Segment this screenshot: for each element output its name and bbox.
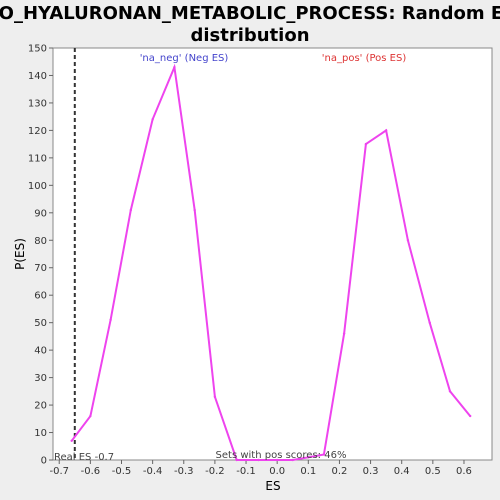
y-tick-label: 20 xyxy=(34,401,47,412)
series-point xyxy=(342,332,346,335)
series-point xyxy=(109,318,112,322)
x-tick-label: -0.7 xyxy=(49,466,69,477)
series-point xyxy=(364,142,368,146)
y-tick-label: 30 xyxy=(34,373,47,384)
x-tick-label: 0.3 xyxy=(363,466,379,477)
y-tick-label: 150 xyxy=(28,44,47,55)
real-es-label: Real ES -0.7 xyxy=(54,452,114,463)
pos-es-label: 'na_pos' (Pos ES) xyxy=(322,53,407,64)
chart-title-line2: distribution xyxy=(190,25,309,46)
series-point xyxy=(173,66,176,69)
x-axis-label: ES xyxy=(265,479,280,493)
x-axis: -0.7 -0.6 -0.5 -0.4 -0.3 -0.2 -0.1 0.0 0.1 0.2 0.3… xyxy=(49,460,472,477)
series-point xyxy=(213,395,217,399)
y-tick-label: 110 xyxy=(28,153,47,164)
series-point xyxy=(384,129,388,132)
y-tick-label: 50 xyxy=(34,318,47,329)
y-tick-label: 0 xyxy=(41,456,47,467)
x-tick-label: -0.5 xyxy=(112,466,132,477)
series-point xyxy=(322,453,326,456)
y-tick-label: 130 xyxy=(28,98,47,109)
series-point xyxy=(406,239,410,242)
y-tick-label: 120 xyxy=(28,126,47,137)
series-point xyxy=(151,118,154,121)
series-point xyxy=(235,458,238,462)
y-tick-label: 100 xyxy=(28,181,47,192)
x-tick-label: 0.6 xyxy=(456,466,472,477)
y-axis-label: P(ES) xyxy=(13,238,27,270)
x-tick-label: 0.1 xyxy=(300,466,316,477)
series-point xyxy=(291,458,294,462)
y-tick-label: 90 xyxy=(34,208,47,219)
series-point xyxy=(275,458,279,462)
y-tick-label: 140 xyxy=(28,71,47,82)
x-tick-label: 0.4 xyxy=(394,466,410,477)
series-point xyxy=(307,456,310,459)
x-tick-label: 0.0 xyxy=(269,466,285,477)
x-tick-label: 0.2 xyxy=(331,466,347,477)
pos-scores-label: Sets with pos scores: 46% xyxy=(216,450,347,461)
series-point xyxy=(89,414,92,418)
y-tick-label: 10 xyxy=(34,428,47,439)
series-point xyxy=(257,458,260,462)
y-axis: 0 10 20 30 40 50 60 70 80 90 100 110 120 130 140 150 xyxy=(28,44,53,467)
series-point xyxy=(70,439,73,442)
y-tick-label: 80 xyxy=(34,236,47,247)
series-point xyxy=(129,208,133,212)
neg-es-label: 'na_neg' (Neg ES) xyxy=(140,53,229,64)
series-point xyxy=(428,321,431,324)
x-tick-label: -0.4 xyxy=(143,466,163,477)
x-tick-label: -0.2 xyxy=(205,466,225,477)
y-tick-label: 40 xyxy=(34,346,47,357)
series-points xyxy=(70,66,472,462)
chart-title-line1: GO_HYALURONAN_METABOLIC_PROCESS: Random … xyxy=(0,3,500,24)
series-point xyxy=(469,414,472,418)
y-tick-label: 70 xyxy=(34,263,47,274)
y-tick-label: 60 xyxy=(34,291,47,302)
x-tick-label: -0.6 xyxy=(81,466,101,477)
x-tick-label: 0.5 xyxy=(425,466,441,477)
plot-area xyxy=(52,47,493,461)
series-point xyxy=(448,390,452,393)
x-tick-label: -0.1 xyxy=(236,466,256,477)
series-point xyxy=(193,208,196,212)
x-tick-label: -0.3 xyxy=(174,466,194,477)
